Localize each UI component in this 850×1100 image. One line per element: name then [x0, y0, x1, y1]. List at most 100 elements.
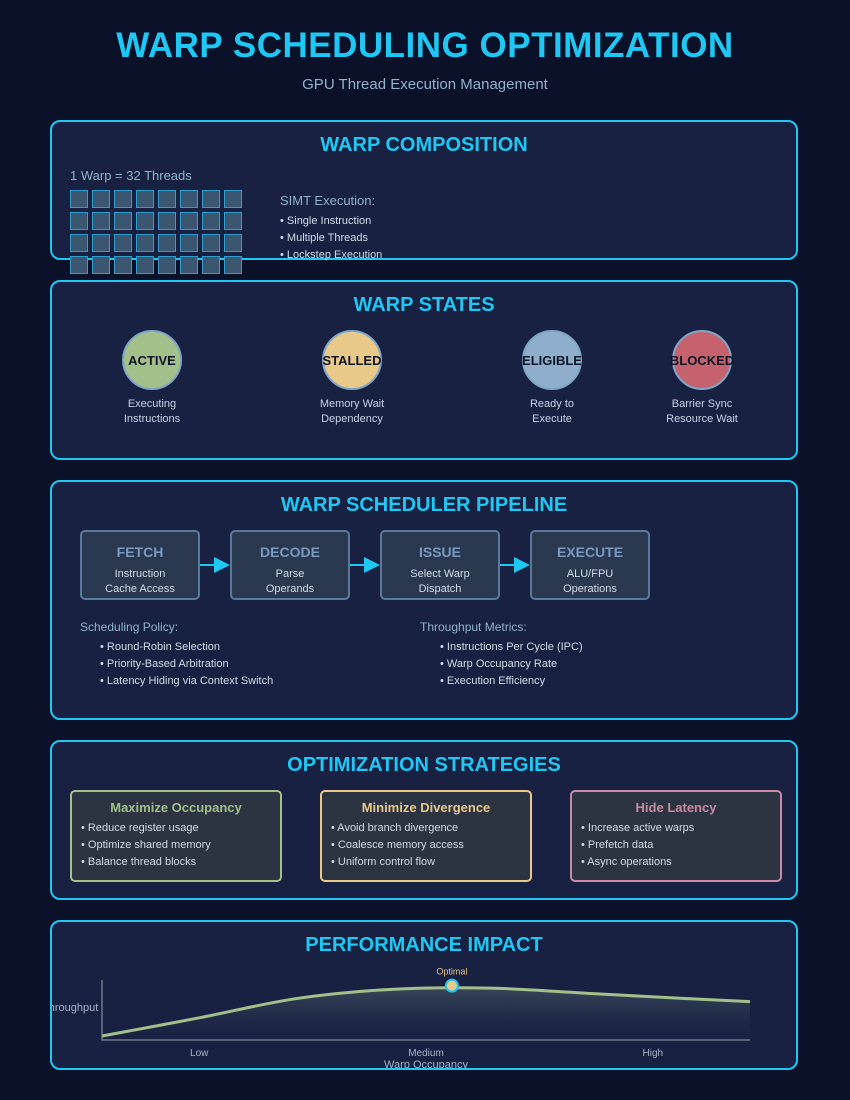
- stage-name: DECODE: [260, 544, 320, 560]
- stage-description: Instruction Cache Access: [105, 568, 175, 595]
- optimal-label: Optimal: [436, 967, 467, 977]
- strategy-title: Maximize Occupancy: [110, 800, 242, 815]
- strategy-card-occupancy: Maximize Occupancy • Reduce register usa…: [70, 790, 282, 882]
- strategies-panel: OPTIMIZATION STRATEGIES Maximize Occupan…: [50, 740, 798, 900]
- metrics-list: • Instructions Per Cycle (IPC) • Warp Oc…: [440, 639, 583, 690]
- state-description: Executing Instructions: [123, 398, 181, 425]
- strategy-item: • Avoid branch divergence: [331, 822, 459, 834]
- stage-description: ALU/FPU Operations: [563, 568, 617, 595]
- throughput-area: [102, 987, 750, 1040]
- strategy-item: • Prefetch data: [581, 839, 654, 851]
- state-circle: ACTIVE: [122, 330, 182, 390]
- pipeline-panel: WARP SCHEDULER PIPELINE FETCH Instructio…: [50, 480, 798, 720]
- thread-cell: [158, 212, 176, 230]
- state-description: Barrier Sync Resource Wait: [666, 398, 738, 425]
- policy-list: • Round-Robin Selection • Priority-Based…: [100, 639, 273, 690]
- thread-cell: [224, 256, 242, 274]
- policy-heading: Scheduling Policy:: [80, 620, 179, 634]
- composition-title: WARP COMPOSITION: [320, 134, 528, 156]
- thread-cell: [158, 256, 176, 274]
- thread-cell: [114, 212, 132, 230]
- thread-cell: [202, 234, 220, 252]
- chart-axes: [101, 980, 750, 1041]
- throughput-line: [101, 986, 751, 1038]
- strategy-item: • Uniform control flow: [331, 856, 436, 868]
- metrics-heading: Throughput Metrics:: [420, 620, 527, 634]
- strategy-title: Minimize Divergence: [361, 800, 491, 815]
- strategy-title: Hide Latency: [635, 800, 717, 815]
- thread-cell: [158, 190, 176, 208]
- thread-cell: [136, 212, 154, 230]
- simt-item: • Multiple Threads: [280, 232, 369, 244]
- strategies-title: OPTIMIZATION STRATEGIES: [287, 754, 561, 776]
- state-circle: STALLED: [322, 330, 382, 390]
- stage-name: ISSUE: [418, 544, 461, 560]
- thread-cell: [180, 234, 198, 252]
- page-subtitle: GPU Thread Execution Management: [302, 76, 548, 93]
- thread-cell: [92, 190, 110, 208]
- thread-cell: [92, 212, 110, 230]
- x-tick-label: Medium: [408, 1048, 444, 1059]
- composition-panel: WARP COMPOSITION 1 Warp = 32 Threads SIM…: [50, 120, 798, 274]
- thread-cell: [180, 190, 198, 208]
- strategy-card-latency: Hide Latency • Increase active warps • P…: [570, 790, 782, 882]
- x-axis-label: Warp Occupancy: [384, 1059, 468, 1068]
- stage-issue: ISSUE Select Warp Dispatch: [380, 530, 500, 600]
- warp-thread-label: 1 Warp = 32 Threads: [70, 168, 192, 183]
- strategy-item: • Coalesce memory access: [331, 839, 464, 851]
- stage-fetch: FETCH Instruction Cache Access: [80, 530, 200, 600]
- thread-cell: [202, 212, 220, 230]
- thread-cell: [92, 256, 110, 274]
- thread-cell: [180, 256, 198, 274]
- thread-cell: [224, 234, 242, 252]
- performance-title: PERFORMANCE IMPACT: [305, 934, 543, 956]
- metrics-item: • Execution Efficiency: [440, 675, 546, 687]
- thread-cell: [70, 190, 88, 208]
- page-title: WARP SCHEDULING OPTIMIZATION: [116, 26, 734, 65]
- state-blocked: BLOCKED Barrier Sync Resource Wait: [632, 330, 772, 427]
- thread-cell: [70, 234, 88, 252]
- state-description: Memory Wait Dependency: [319, 398, 385, 425]
- simt-item: • Single Instruction: [280, 215, 372, 227]
- strategy-card-divergence: Minimize Divergence • Avoid branch diver…: [320, 790, 532, 882]
- policy-item: • Priority-Based Arbitration: [100, 658, 229, 670]
- state-stalled: STALLED Memory Wait Dependency: [282, 330, 422, 427]
- thread-cell: [180, 212, 198, 230]
- states-panel: WARP STATES ACTIVE Executing Instruction…: [50, 280, 798, 460]
- state-eligible: ELIGIBLE Ready to Execute: [482, 330, 622, 427]
- performance-chart: Low Medium High Warp Occupancy Throughput Opt…: [52, 967, 751, 1068]
- stage-description: Parse Operands: [265, 568, 315, 595]
- thread-cell: [70, 256, 88, 274]
- strategy-item: • Optimize shared memory: [81, 839, 211, 851]
- x-tick-label: Low: [190, 1048, 209, 1059]
- thread-cell: [136, 256, 154, 274]
- strategy-item: • Increase active warps: [581, 822, 695, 834]
- state-active: ACTIVE Executing Instructions: [82, 330, 222, 427]
- states-title: WARP STATES: [353, 294, 495, 316]
- policy-item: • Latency Hiding via Context Switch: [100, 675, 274, 687]
- thread-cell: [136, 190, 154, 208]
- y-axis-label: Throughput: [52, 1002, 98, 1014]
- stage-name: FETCH: [116, 544, 164, 560]
- policy-item: • Round-Robin Selection: [100, 641, 221, 653]
- pipeline-title: WARP SCHEDULER PIPELINE: [280, 494, 568, 516]
- thread-cell: [136, 234, 154, 252]
- stage-decode: DECODE Parse Operands: [230, 530, 350, 600]
- thread-cell: [70, 212, 88, 230]
- optimal-marker: [444, 978, 459, 993]
- thread-cell: [92, 234, 110, 252]
- strategy-item: • Balance thread blocks: [81, 856, 197, 868]
- stage-description: Select Warp Dispatch: [410, 568, 470, 595]
- thread-cell: [202, 190, 220, 208]
- stage-execute: EXECUTE ALU/FPU Operations: [530, 530, 650, 600]
- simt-item: • Lockstep Execution: [280, 249, 383, 261]
- thread-cell: [114, 256, 132, 274]
- state-circle: ELIGIBLE: [522, 330, 582, 390]
- thread-cell: [202, 256, 220, 274]
- stage-name: EXECUTE: [556, 544, 624, 560]
- performance-panel: PERFORMANCE IMPACT Low Medium High Warp Occ…: [50, 920, 798, 1070]
- state-description: Ready to Execute: [529, 398, 575, 425]
- thread-grid: [70, 190, 242, 274]
- pipeline-arrows: [200, 557, 530, 573]
- strategy-item: • Async operations: [581, 856, 672, 868]
